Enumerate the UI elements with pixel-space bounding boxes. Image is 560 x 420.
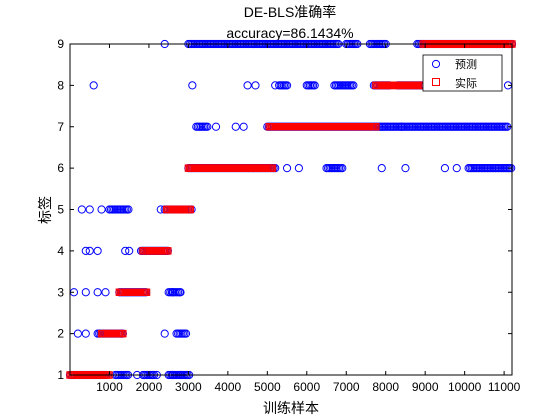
y-tick-label: 7 [57,120,64,134]
predicted-point [349,81,358,90]
x-tick-label: 6000 [293,380,320,394]
predicted-point [97,205,106,214]
predicted-point [401,164,410,173]
y-tick-label: 1 [57,368,64,382]
x-tick-label: 10000 [448,380,482,394]
y-tick-label: 9 [57,37,64,51]
actual-point [372,123,380,131]
predicted-point [93,246,102,255]
predicted-point [203,122,212,131]
y-tick-label: 2 [57,327,64,341]
x-tick-label: 3000 [175,380,202,394]
y-tick-label: 3 [57,285,64,299]
y-tick-label: 5 [57,203,64,217]
predicted-point [251,81,260,90]
predicted-point [377,164,386,173]
predicted-point [176,288,185,297]
predicted-point [440,164,450,173]
predicted-point [239,122,248,131]
predicted-point [282,164,292,173]
predicted-point [231,122,240,131]
predicted-point [89,81,98,90]
x-axis: 1000 2000 3000 4000 5000 6000 7000 8000 9000 1000… [96,44,521,394]
predicted-point [125,246,134,255]
x-tick-label: 7000 [333,380,360,394]
predicted-point [271,81,280,90]
predicted-point [77,205,86,214]
legend-label-predicted: 预测 [455,58,477,71]
actual-point [268,164,277,172]
predicted-point [160,329,169,338]
predicted-point [81,246,90,255]
predicted-point [121,246,130,255]
plot-frame [69,43,513,376]
predicted-point [168,288,177,297]
legend-marker-actual [432,78,440,86]
legend: 预测 实际 [422,54,503,92]
predicted-point [73,329,82,338]
predicted-point [81,329,90,338]
x-tick-label: 5000 [254,380,281,394]
predicted-point [211,122,221,131]
predicted-point [243,81,252,90]
actual-point [142,288,151,296]
x-tick-label: 2000 [136,380,163,394]
predicted-point [397,122,406,131]
y-tick-label: 6 [57,161,64,175]
predicted-point [101,288,110,297]
x-tick-label: 11000 [488,380,521,394]
predicted-point [452,164,461,173]
y-tick-label: 4 [57,244,64,258]
actual-point [186,205,195,214]
legend-marker-predicted [431,59,441,69]
predicted-point [93,288,102,297]
predicted-point [188,81,197,90]
x-tick-label: 9000 [412,380,439,394]
predicted-point [294,164,303,173]
y-tick-label: 8 [57,78,64,92]
x-tick-label: 4000 [215,380,242,394]
predicted-point [85,205,94,214]
y-axis-label: 标签 [37,196,54,224]
legend-label-actual: 实际 [455,76,477,90]
predicted-point [338,164,347,173]
predicted-point [181,329,191,338]
x-tick-label: 1000 [96,380,123,394]
predicted-point [507,164,516,173]
predicted-point [85,246,94,255]
predicted-point [124,205,133,214]
actual-point [119,329,127,338]
chart-title: DE-BLS准确率 [244,4,337,20]
actual-point [164,247,172,255]
x-tick-label: 8000 [372,380,399,394]
predicted-point [81,288,90,297]
predicted-point [310,81,319,90]
x-axis-label: 训练样本 [263,401,319,417]
y-axis: 1 2 3 4 5 6 7 8 9 [57,37,512,382]
chart-subtitle: accuracy=86.1434% [226,25,353,41]
predicted-point [282,81,292,90]
